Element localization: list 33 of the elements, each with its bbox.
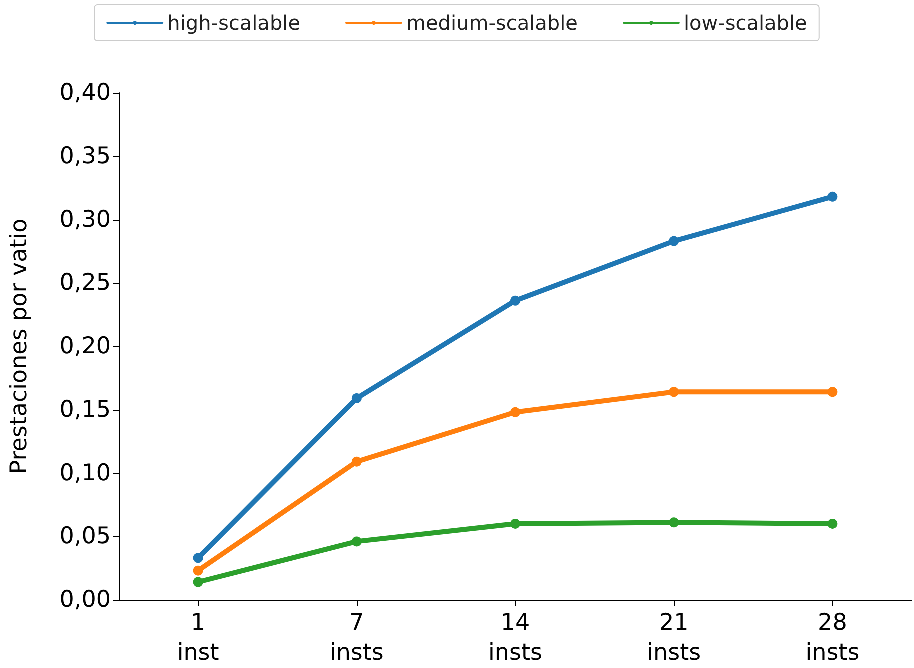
point bbox=[510, 407, 520, 418]
point bbox=[669, 387, 680, 398]
point bbox=[669, 236, 680, 246]
point bbox=[510, 296, 520, 306]
y-tick-label: 0,40 bbox=[60, 80, 111, 106]
point bbox=[510, 518, 520, 529]
point bbox=[193, 577, 204, 588]
point bbox=[352, 393, 362, 404]
point bbox=[352, 536, 362, 547]
y-tick-label: 0,30 bbox=[60, 206, 111, 233]
point bbox=[828, 192, 838, 202]
point bbox=[669, 518, 680, 528]
y-tick-label: 0,10 bbox=[60, 460, 111, 486]
point bbox=[828, 518, 838, 529]
y-tick-label: 0,35 bbox=[60, 143, 111, 170]
point bbox=[828, 387, 838, 398]
point bbox=[193, 553, 204, 564]
y-tick-label: 0,00 bbox=[60, 587, 111, 613]
x-tick-label: 14 insts bbox=[488, 610, 542, 666]
x-tick-label: 7 insts bbox=[330, 610, 384, 666]
x-tick-label: 1 inst bbox=[177, 610, 220, 666]
y-tick-label: 0,05 bbox=[60, 524, 111, 550]
y-tick-label: 0,20 bbox=[60, 334, 111, 360]
point bbox=[352, 456, 362, 467]
legend-label: low-scalable bbox=[684, 11, 808, 35]
legend-label: medium-scalable bbox=[406, 11, 578, 35]
point bbox=[193, 566, 204, 576]
x-tick-label: 21 insts bbox=[647, 610, 702, 666]
x-tick-label: 28 insts bbox=[806, 610, 860, 666]
y-axis-title: Prestaciones por vatio bbox=[6, 218, 32, 474]
legend-label: high-scalable bbox=[168, 11, 301, 35]
y-tick-label: 0,25 bbox=[60, 270, 111, 296]
y-tick-label: 0,15 bbox=[60, 396, 111, 423]
